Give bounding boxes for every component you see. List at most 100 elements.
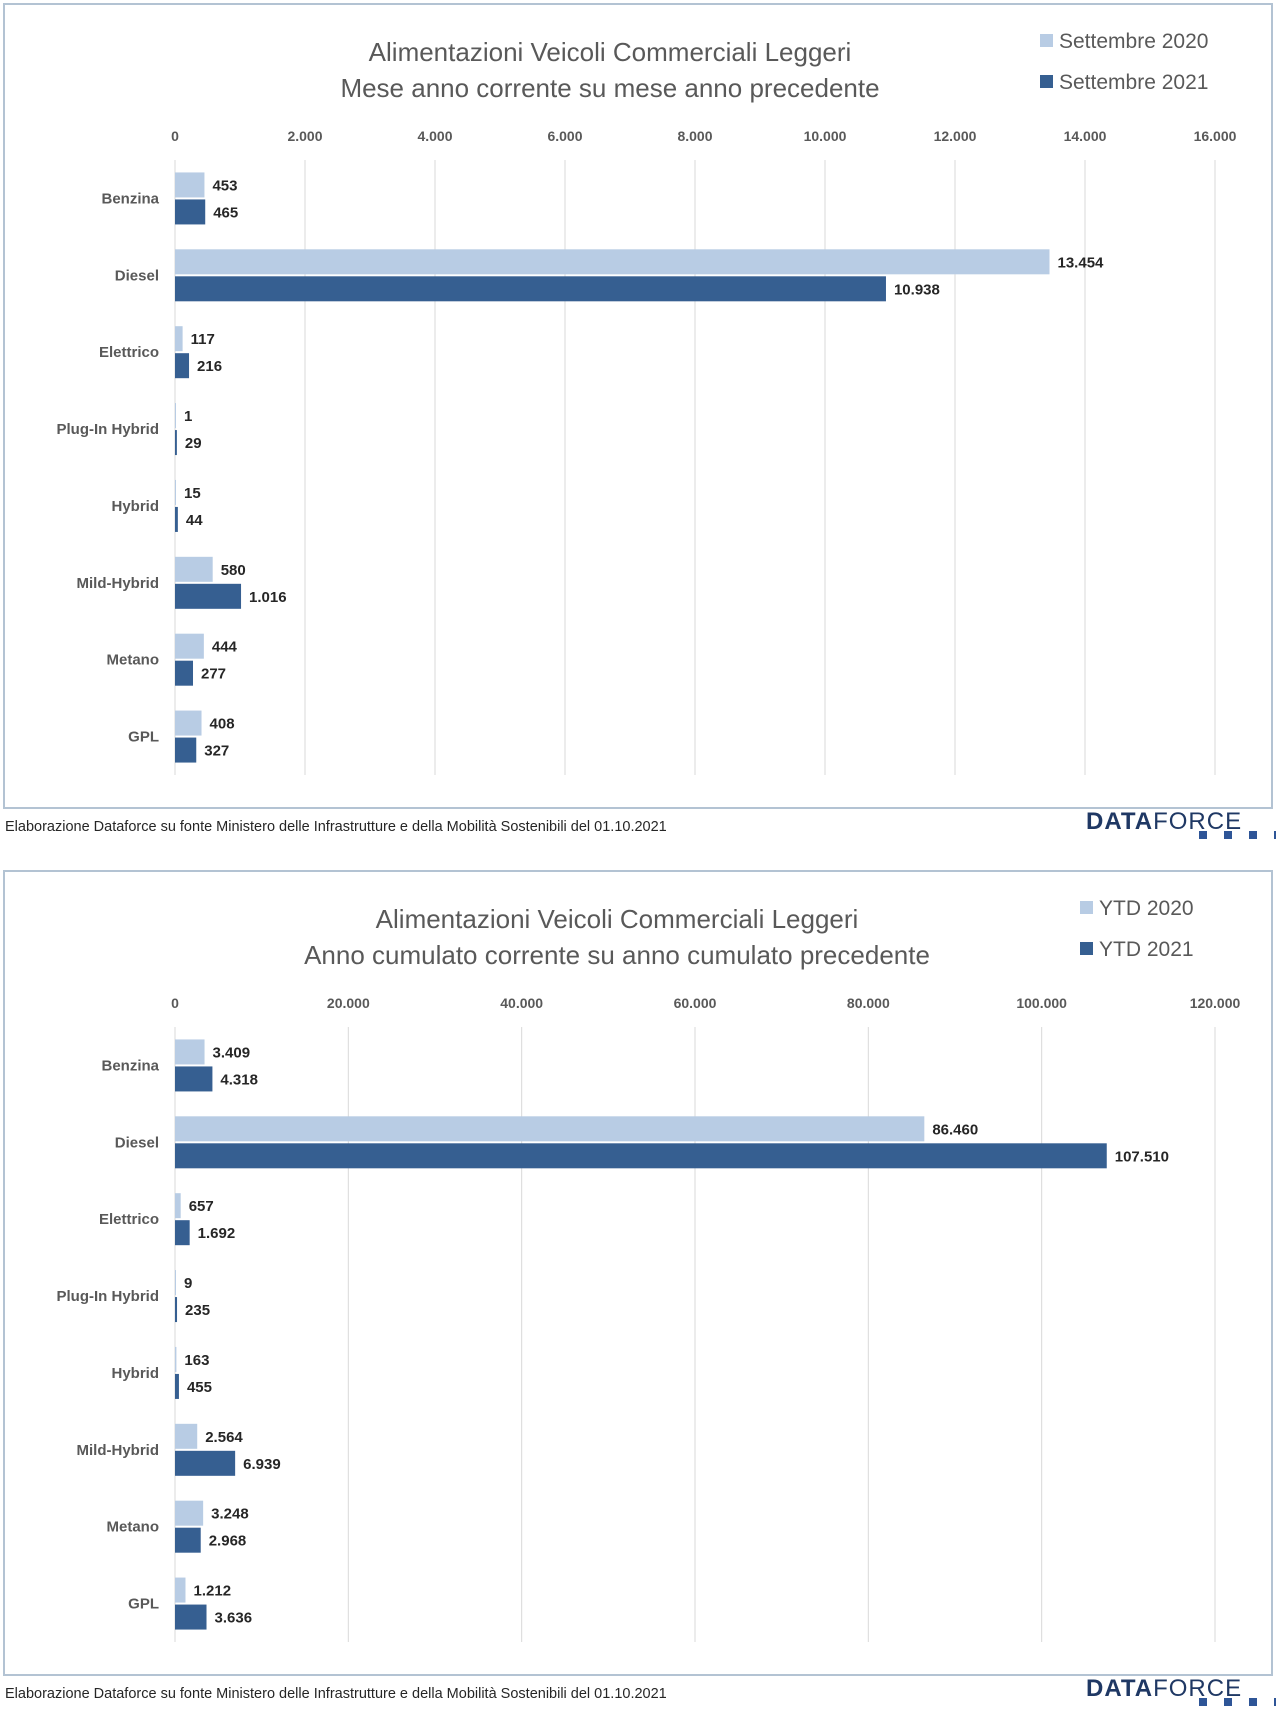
legend-label: Settembre 2020	[1059, 30, 1208, 53]
chart-title: Alimentazioni Veicoli Commerciali Legger…	[376, 904, 859, 934]
bar	[175, 633, 204, 659]
x-tick-label: 16.000	[1194, 128, 1237, 144]
data-label: 15	[184, 485, 201, 502]
x-tick-label: 40.000	[500, 995, 543, 1011]
category-label: Metano	[107, 652, 160, 669]
data-label: 3.409	[213, 1044, 251, 1061]
bar	[175, 1423, 198, 1449]
chart-panel-ytd: Alimentazioni Veicoli Commerciali Legger…	[3, 870, 1273, 1676]
chart-monthly: Alimentazioni Veicoli Commerciali Legger…	[57, 30, 1237, 775]
data-label: 444	[212, 639, 238, 656]
x-tick-label: 14.000	[1064, 128, 1107, 144]
data-label: 455	[187, 1379, 212, 1396]
data-label: 1.212	[194, 1583, 232, 1600]
legend-label: YTD 2021	[1099, 938, 1194, 961]
legend-swatch	[1080, 942, 1093, 955]
bar	[175, 172, 205, 198]
category-label: Metano	[107, 1519, 160, 1536]
category-label: Benzina	[101, 1057, 159, 1074]
data-label: 408	[210, 716, 235, 733]
legend-swatch	[1080, 901, 1093, 914]
data-label: 9	[184, 1275, 192, 1292]
data-label: 107.510	[1115, 1148, 1169, 1165]
x-tick-label: 4.000	[417, 128, 452, 144]
bar	[175, 1220, 190, 1246]
legend-swatch	[1040, 34, 1053, 47]
legend-swatch	[1040, 75, 1053, 88]
dataforce-logo: DATAFORCE	[1086, 808, 1242, 836]
legend-label: Settembre 2021	[1059, 71, 1208, 94]
category-label: Elettrico	[99, 1211, 159, 1228]
data-label: 1.692	[198, 1225, 236, 1242]
bar	[175, 583, 242, 609]
bar	[175, 737, 197, 763]
category-label: Hybrid	[111, 498, 159, 515]
data-label: 117	[191, 331, 215, 348]
category-label: GPL	[128, 1596, 159, 1613]
source-footer: Elaborazione Dataforce su fonte Minister…	[5, 1686, 667, 1702]
bar	[175, 1270, 176, 1296]
category-label: Mild-Hybrid	[77, 575, 160, 592]
chart-title: Alimentazioni Veicoli Commerciali Legger…	[369, 37, 852, 67]
bar	[175, 403, 176, 429]
bar	[175, 1143, 1107, 1169]
bar	[175, 353, 190, 379]
data-label: 580	[221, 562, 246, 579]
data-label: 3.636	[215, 1610, 253, 1627]
bar	[175, 1346, 177, 1372]
category-label: Benzina	[101, 190, 159, 207]
x-tick-label: 120.000	[1190, 995, 1241, 1011]
data-label: 216	[197, 358, 222, 375]
x-tick-label: 0	[171, 128, 179, 144]
x-tick-label: 60.000	[674, 995, 717, 1011]
category-label: GPL	[128, 729, 159, 746]
bar	[175, 506, 178, 532]
data-label: 1.016	[249, 589, 287, 606]
bar	[175, 1604, 207, 1630]
category-label: Hybrid	[111, 1365, 159, 1382]
dataforce-logo: DATAFORCE	[1086, 1675, 1242, 1703]
category-label: Plug-In Hybrid	[57, 421, 160, 438]
data-label: 10.938	[894, 281, 940, 298]
data-label: 6.939	[243, 1456, 281, 1473]
bar	[175, 276, 886, 302]
data-label: 465	[213, 204, 238, 221]
x-tick-label: 6.000	[547, 128, 582, 144]
bar	[175, 1066, 213, 1092]
category-label: Plug-In Hybrid	[57, 1288, 160, 1305]
x-tick-label: 80.000	[847, 995, 890, 1011]
chart-subtitle: Anno cumulato corrente su anno cumulato …	[304, 940, 930, 970]
legend-label: YTD 2020	[1099, 897, 1194, 920]
data-label: 4.318	[220, 1071, 258, 1088]
data-label: 29	[185, 435, 202, 452]
logo-dots	[1199, 1698, 1276, 1706]
bar	[175, 479, 176, 505]
bar	[175, 1527, 201, 1553]
bar	[175, 660, 194, 686]
logo-data-text: DATA	[1086, 808, 1154, 835]
data-label: 235	[185, 1302, 210, 1319]
bar	[175, 430, 177, 456]
category-label: Diesel	[115, 1134, 159, 1151]
bar	[175, 1039, 205, 1065]
bar	[175, 710, 202, 736]
data-label: 13.454	[1058, 254, 1105, 271]
data-label: 453	[212, 177, 237, 194]
x-tick-label: 0	[171, 995, 179, 1011]
data-label: 44	[186, 512, 203, 529]
bar	[175, 1500, 204, 1526]
logo-force-text: FORCE	[1153, 1675, 1243, 1702]
category-label: Diesel	[115, 267, 159, 284]
bar	[175, 1116, 925, 1142]
data-label: 3.248	[211, 1506, 249, 1523]
data-label: 2.968	[209, 1533, 247, 1550]
data-label: 327	[204, 743, 229, 760]
data-label: 657	[189, 1198, 214, 1215]
x-tick-label: 2.000	[287, 128, 322, 144]
data-label: 163	[184, 1352, 209, 1369]
data-label: 86.460	[932, 1121, 978, 1138]
category-label: Mild-Hybrid	[77, 1442, 160, 1459]
bar	[175, 249, 1050, 275]
bar	[175, 556, 213, 582]
bar	[175, 1193, 181, 1219]
